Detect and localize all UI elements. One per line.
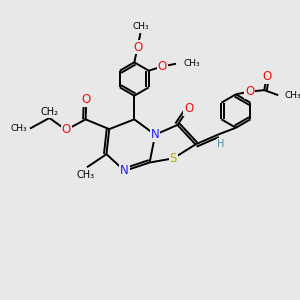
Text: N: N	[151, 128, 160, 141]
Text: O: O	[82, 93, 91, 106]
Text: O: O	[245, 85, 254, 98]
Text: CH₃: CH₃	[284, 91, 300, 100]
Text: O: O	[158, 60, 167, 73]
Text: O: O	[61, 124, 71, 136]
Text: CH₃: CH₃	[11, 124, 27, 133]
Text: S: S	[169, 152, 177, 165]
Text: CH₃: CH₃	[76, 170, 95, 180]
Text: CH₃: CH₃	[183, 59, 200, 68]
Text: O: O	[262, 70, 271, 83]
Text: O: O	[184, 102, 193, 115]
Text: N: N	[120, 164, 129, 177]
Text: H: H	[218, 139, 225, 148]
Text: CH₃: CH₃	[132, 22, 149, 32]
Text: CH₂: CH₂	[40, 107, 58, 117]
Text: O: O	[133, 40, 142, 53]
